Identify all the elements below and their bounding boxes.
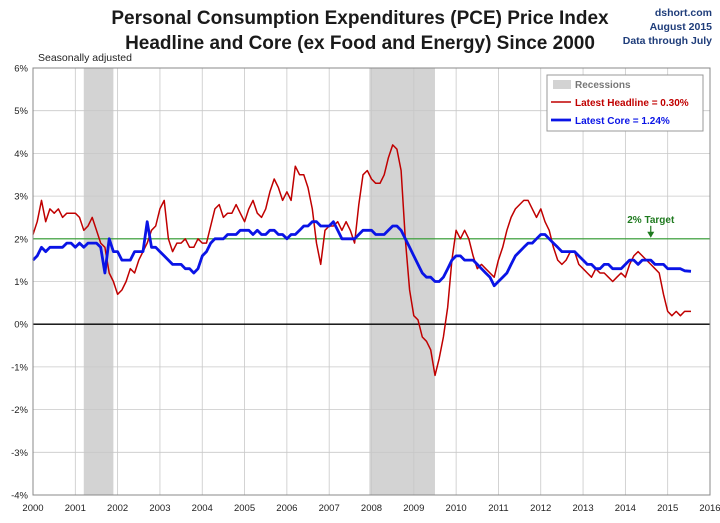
legend-recession-label: Recessions bbox=[575, 80, 631, 91]
target-arrow-head bbox=[647, 231, 655, 238]
y-tick-label: 2% bbox=[14, 234, 28, 245]
axes: -4% -3% -2% -1% 0% 1% 2% 3% 4% 5% 6% 2000 2001 2002 20… bbox=[11, 64, 720, 515]
source-date: August 2015 bbox=[649, 21, 712, 33]
y-tick-label: -2% bbox=[11, 405, 28, 416]
y-tick-label: -4% bbox=[11, 491, 28, 502]
seasonal-note: Seasonally adjusted bbox=[38, 52, 132, 64]
legend-box bbox=[546, 74, 704, 132]
y-tick-label: 5% bbox=[14, 106, 28, 117]
y-tick-label: 6% bbox=[14, 64, 28, 75]
x-tick-label: 2012 bbox=[530, 503, 551, 514]
x-tick-label: 2000 bbox=[22, 503, 43, 514]
chart-title-line2: Headline and Core (ex Food and Energy) S… bbox=[125, 33, 595, 54]
source-block: dshort.com August 2015 Data through July bbox=[623, 6, 712, 48]
x-tick-label: 2008 bbox=[361, 503, 382, 514]
y-tick-label: 1% bbox=[14, 277, 28, 288]
headline-series-line bbox=[32, 144, 691, 377]
x-tick-label: 2011 bbox=[488, 503, 508, 514]
x-tick-label: 2010 bbox=[446, 503, 467, 514]
chart-title-line1: Personal Consumption Expenditures (PCE) … bbox=[111, 8, 609, 29]
y-tick-label: -1% bbox=[11, 362, 28, 373]
x-tick-label: 2002 bbox=[107, 503, 128, 514]
legend: Recessions Latest Headline = 0.30% Latest … bbox=[546, 74, 704, 132]
y-tick-label: 3% bbox=[14, 192, 28, 203]
x-tick-label: 2004 bbox=[192, 503, 213, 514]
source-site: dshort.com bbox=[654, 7, 712, 19]
x-tick-label: 2009 bbox=[403, 503, 424, 514]
x-tick-label: 2005 bbox=[234, 503, 255, 514]
y-tick-label: 0% bbox=[14, 320, 28, 331]
target-label: 2% Target bbox=[627, 215, 675, 226]
legend-headline-label: Latest Headline = 0.30% bbox=[575, 98, 689, 109]
series-lines bbox=[32, 144, 692, 377]
core-series-line bbox=[32, 220, 692, 288]
x-tick-label: 2016 bbox=[699, 503, 720, 514]
x-tick-label: 2006 bbox=[276, 503, 297, 514]
source-data-through: Data through July bbox=[622, 35, 712, 47]
legend-recession-swatch bbox=[553, 80, 571, 89]
x-tick-label: 2001 bbox=[65, 503, 86, 514]
plot-border bbox=[32, 67, 711, 496]
x-tick-label: 2013 bbox=[572, 503, 593, 514]
y-tick-label: 4% bbox=[14, 149, 28, 160]
legend-core-label: Latest Core = 1.24% bbox=[575, 116, 670, 127]
x-tick-label: 2014 bbox=[615, 503, 636, 514]
x-tick-label: 2003 bbox=[149, 503, 170, 514]
x-tick-label: 2007 bbox=[319, 503, 340, 514]
y-tick-label: -3% bbox=[11, 448, 28, 459]
x-tick-label: 2015 bbox=[657, 503, 678, 514]
